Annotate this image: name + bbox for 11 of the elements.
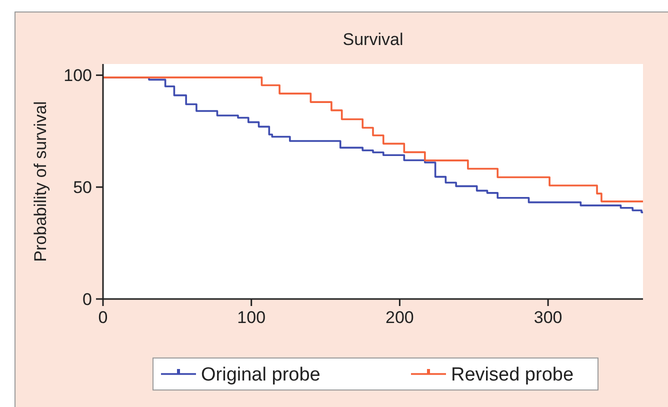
y-tick-label: 0: [82, 290, 92, 309]
legend-label: Original probe: [201, 364, 320, 386]
x-tick-label: 100: [237, 308, 266, 327]
y-tick-label: 50: [73, 178, 92, 198]
x-tick-label: 0: [98, 308, 108, 327]
x-tick-label: 300: [534, 308, 562, 327]
y-axis-title: Probability of survival: [31, 101, 50, 262]
x-tick-label: 200: [386, 308, 414, 327]
y-tick-label: 100: [64, 66, 92, 86]
chart-title: Survival: [342, 30, 404, 49]
legend-label: Revised probe: [451, 364, 574, 386]
